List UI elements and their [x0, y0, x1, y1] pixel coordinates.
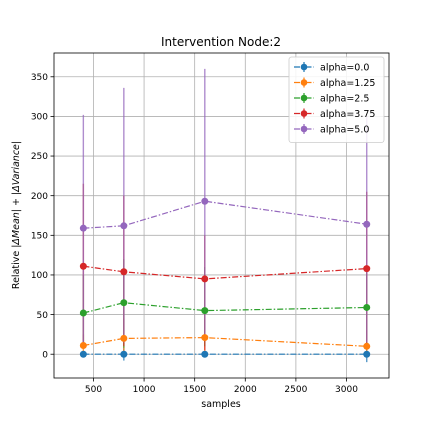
- x-axis-label: samples: [201, 399, 241, 410]
- series-markers: [79, 197, 371, 358]
- x-axis-ticks: 500 1000 1500 2000 2500 3000: [85, 378, 358, 395]
- series-3-line: [83, 265, 367, 280]
- series-1-line: [83, 336, 367, 347]
- legend-label: alpha=3.75: [320, 109, 375, 120]
- y-tick-label: 100: [31, 271, 48, 281]
- series-4-point: [120, 222, 128, 230]
- legend-marker-swatch: [300, 94, 308, 102]
- legend-label: alpha=0.0: [320, 63, 369, 74]
- y-tick-label: 150: [31, 232, 48, 242]
- y-tick-label: 300: [31, 113, 48, 123]
- legend-entry: alpha=1.25: [294, 77, 375, 89]
- y-axis-label-part-3: | + |: [11, 192, 22, 212]
- series-2-point: [201, 307, 209, 315]
- y-axis-label-part-2: ΔMean: [11, 212, 22, 245]
- x-tick-label: 1500: [183, 385, 206, 395]
- series-2-point: [363, 303, 371, 311]
- legend-marker-swatch: [300, 63, 308, 71]
- y-axis-ticks: 0 50 100 150 200 250 300 350: [31, 73, 54, 360]
- legend-entry: alpha=5.0: [294, 124, 369, 136]
- plot-frame: [53, 52, 390, 379]
- legend-entry: alpha=0.0: [294, 62, 369, 74]
- legend-label: alpha=5.0: [320, 125, 369, 136]
- series-4-point: [363, 220, 371, 228]
- x-tick-label: 2000: [234, 385, 257, 395]
- y-axis-label: Relative |ΔMean| + |ΔVariance|: [11, 141, 22, 289]
- legend-marker-swatch: [300, 79, 308, 86]
- legend-label: alpha=1.25: [320, 78, 375, 89]
- grid: [54, 53, 389, 378]
- series-3-point: [363, 265, 371, 273]
- legend-label: alpha=2.5: [320, 94, 369, 105]
- y-tick-label: 0: [42, 350, 48, 360]
- y-tick-label: 200: [31, 192, 48, 202]
- x-tick-label: 500: [85, 385, 102, 395]
- series-4-point: [201, 197, 209, 205]
- series-lines: [83, 200, 367, 355]
- series-4-point: [79, 224, 87, 232]
- series-3-point: [201, 275, 209, 283]
- y-axis-label-part-5: |: [11, 141, 22, 144]
- series-1-point: [79, 342, 87, 349]
- y-tick-label: 350: [31, 73, 48, 83]
- series-1-point: [363, 342, 371, 350]
- legend-box: [288, 56, 385, 143]
- series-3-point: [120, 268, 128, 276]
- series-0-point: [201, 350, 209, 358]
- series-4-line: [83, 200, 367, 229]
- y-tick-label: 250: [31, 152, 48, 162]
- legend-entry: alpha=2.5: [294, 93, 369, 105]
- series-1-point: [201, 334, 209, 342]
- series-0-point: [120, 350, 128, 358]
- legend-entry: alpha=3.75: [294, 108, 375, 120]
- chart-title: Intervention Node:2: [161, 35, 281, 49]
- series-0-point: [79, 350, 87, 358]
- series-2-line: [83, 302, 367, 314]
- series-2-point: [120, 299, 128, 307]
- x-tick-label: 3000: [335, 385, 358, 395]
- legend-marker-swatch: [300, 110, 308, 117]
- series-2-point: [79, 309, 87, 317]
- y-tick-label: 50: [37, 311, 49, 321]
- series-1-point: [120, 334, 128, 342]
- y-axis-label-part-4: ΔVariance: [11, 144, 22, 193]
- x-tick-label: 1000: [133, 385, 156, 395]
- x-tick-label: 2500: [284, 385, 307, 395]
- legend-marker-swatch: [300, 125, 308, 133]
- y-axis-label-part-1: Relative |: [11, 245, 22, 290]
- legend: alpha=0.0 alpha=1.25 alpha=2.5 alpha=3.75 al…: [288, 56, 385, 143]
- series-3-point: [79, 262, 87, 270]
- series-0-point: [363, 350, 371, 358]
